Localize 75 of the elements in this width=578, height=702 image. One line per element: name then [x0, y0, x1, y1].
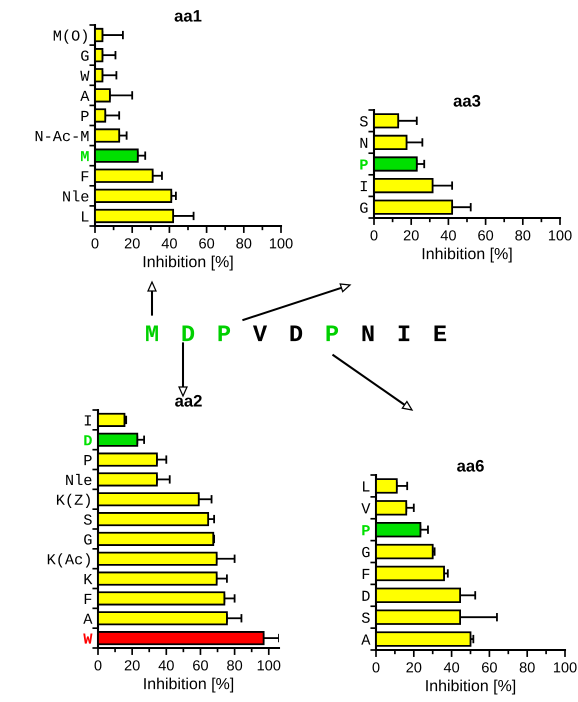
x-tick-label: 0	[92, 238, 98, 249]
chart-title: aa3	[454, 94, 480, 107]
x-tick-label: 100	[270, 238, 293, 249]
x-tick-label: 80	[515, 230, 530, 241]
y-tick-label: A	[361, 634, 370, 645]
y-tick-label: P	[362, 525, 370, 536]
category-label: E	[434, 326, 446, 342]
y-tick-label: I	[360, 181, 367, 192]
x-axis-title: Inhibition [%]	[426, 680, 516, 694]
x-tick-label: 0	[370, 230, 378, 241]
x-axis-title: Inhibition [%]	[422, 248, 512, 262]
y-tick-label: D	[84, 435, 92, 446]
y-tick-label: P	[81, 110, 89, 121]
y-tick-label: A	[80, 90, 90, 101]
chart-title: aa2	[175, 394, 202, 407]
category-label: I	[398, 326, 410, 342]
category-label: D	[182, 326, 194, 342]
x-tick-label: 20	[124, 238, 140, 249]
y-tick-label: W	[83, 634, 92, 644]
x-tick-label: 40	[440, 230, 456, 241]
x-tick-label: 40	[158, 660, 174, 671]
x-tick-label: 20	[124, 660, 140, 671]
x-tick-label: 0	[94, 660, 102, 671]
y-tick-label: S	[362, 612, 370, 623]
x-tick-label: 60	[482, 662, 497, 673]
y-tick-label: K(Ac)	[48, 553, 90, 568]
y-tick-label: G	[362, 546, 370, 558]
y-tick-label: L	[82, 211, 88, 222]
x-tick-label: 100	[554, 662, 577, 673]
x-axis-title: Inhibition [%]	[144, 256, 233, 270]
x-tick-label: 40	[162, 238, 177, 249]
y-tick-label: N	[360, 138, 368, 148]
y-tick-label: G	[84, 534, 92, 545]
y-tick-label: Nle	[66, 474, 92, 486]
category-label: V	[252, 326, 268, 342]
y-tick-label: F	[84, 594, 92, 604]
y-tick-label: M(O)	[54, 30, 87, 44]
x-tick-label: 20	[404, 230, 419, 241]
y-tick-label: L	[363, 481, 370, 492]
chart-title: aa6	[457, 460, 484, 472]
category-label: M	[146, 326, 158, 342]
x-tick-label: 60	[478, 230, 494, 241]
x-tick-label: 80	[236, 238, 252, 249]
y-tick-label: I	[84, 415, 91, 426]
y-tick-label: S	[360, 116, 368, 126]
y-tick-label: V	[361, 503, 370, 514]
x-tick-label: 20	[406, 662, 422, 673]
x-tick-label: 100	[258, 660, 280, 671]
y-tick-label: G	[360, 202, 368, 213]
chart-title: aa1	[174, 10, 202, 22]
y-tick-label: S	[84, 514, 92, 525]
y-tick-label: P	[360, 159, 368, 170]
y-tick-label: P	[84, 455, 92, 466]
y-tick-label: W	[80, 70, 90, 81]
x-tick-label: 0	[372, 662, 380, 673]
y-tick-label: D	[362, 590, 370, 601]
x-tick-label: 100	[548, 230, 572, 241]
y-tick-label: K	[84, 574, 92, 584]
x-tick-label: 80	[520, 662, 535, 673]
category-label: P	[326, 326, 338, 342]
x-tick-label: 60	[199, 238, 214, 249]
y-tick-label: F	[82, 171, 88, 182]
x-tick-label: 40	[444, 662, 460, 673]
category-label: D	[290, 326, 302, 342]
y-tick-label: F	[362, 568, 370, 579]
y-tick-label: K(Z)	[56, 494, 90, 508]
y-tick-label: G	[81, 50, 89, 61]
x-tick-label: 60	[193, 660, 208, 671]
x-tick-label: 80	[227, 660, 242, 671]
x-axis-title: Inhibition [%]	[144, 678, 234, 692]
y-tick-label: Nle	[63, 190, 88, 202]
y-tick-label: N-Ac-M	[36, 131, 88, 142]
y-tick-label: A	[83, 614, 92, 624]
category-label: P	[218, 326, 230, 342]
y-tick-label: M	[81, 151, 89, 162]
